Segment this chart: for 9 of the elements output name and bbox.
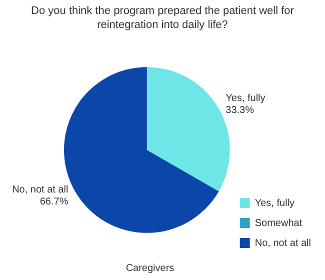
slice-label: No, not at all (12, 184, 68, 196)
data-label: 33.3% (226, 105, 254, 116)
legend-label: No, not at all (254, 238, 312, 249)
legend-label: Yes, fully (254, 198, 295, 209)
legend-label: Somewhat (254, 218, 302, 229)
text: Caregivers (124, 263, 176, 274)
chart-title: Do you think the program prepared the patient well for reintegration into daily life? (30, 4, 295, 32)
data-label: 66.7% (40, 196, 68, 208)
slice-label: Yes, fully (226, 93, 266, 104)
